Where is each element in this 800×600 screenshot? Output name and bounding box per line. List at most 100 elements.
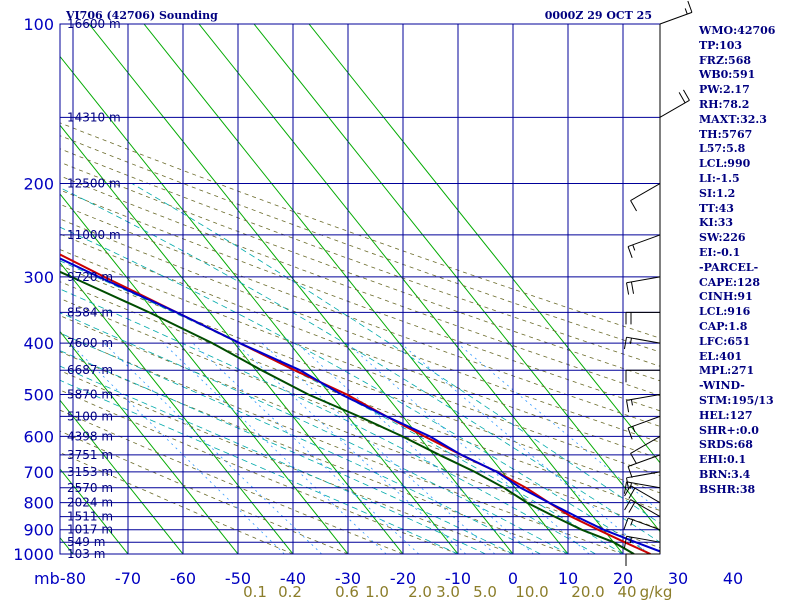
mixing-ratio-label: 0.6: [335, 583, 359, 600]
sounding-index-item: WMO:42706: [699, 24, 776, 37]
wind-barb-flag: [630, 200, 637, 212]
wind-barb-flag: [626, 282, 630, 295]
wind-barb: [627, 454, 661, 478]
wind-barb-flag: [627, 246, 633, 258]
sounding-index-item: CAPE:128: [699, 275, 760, 289]
sounding-index-item: MPL:271: [699, 364, 755, 378]
sounding-index-item: TT:43: [699, 201, 734, 215]
temperature-tick-label: 30: [668, 569, 688, 588]
isotherm-line: [60, 399, 184, 554]
altitude-label: 103 m: [67, 547, 105, 561]
guide-lines: [0, 24, 660, 554]
wind-barb: [624, 499, 661, 518]
isotherm-line: [88, 24, 514, 554]
wind-barb-staff: [627, 234, 661, 248]
wind-barb-flag: [624, 485, 631, 497]
mixing-ratio-label: 5.0: [473, 583, 497, 600]
temperature-tick-label: 0: [508, 569, 518, 588]
altitude-label: 8584 m: [67, 305, 113, 319]
altitude-label: 549 m: [67, 535, 105, 549]
pressure-axis-unit: mb: [34, 569, 60, 588]
mixing-ratio-line: [261, 342, 496, 554]
sounding-index-item: LCL:916: [699, 305, 751, 319]
temperature-tick-label: -70: [115, 569, 141, 588]
pressure-tick-label: 300: [23, 268, 54, 287]
wind-barb: [625, 311, 660, 325]
altitude-label: 5100 m: [67, 409, 113, 423]
sounding-index-item: RH:78.2: [699, 97, 750, 111]
sounding-index-item: SRDS:68: [699, 438, 753, 452]
isotherm-line: [60, 124, 404, 554]
wind-barb-flag: [630, 453, 637, 465]
sounding-index-item: EHI:0.1: [699, 453, 747, 467]
wind-barb-staff: [626, 336, 661, 344]
isotherm-line: [60, 55, 459, 554]
altitude-label: 12500 m: [67, 177, 121, 191]
wind-barb-flag: [687, 0, 693, 13]
sounding-index-list: WMO:42706 TP:103 FRZ:568 WB0:591 PW:2.17 RH:7…: [699, 24, 799, 498]
wind-barb-staff: [627, 517, 661, 531]
sounding-index-item: LFC:651: [699, 334, 751, 348]
altitude-label: 6687 m: [67, 363, 113, 377]
sounding-traces: [60, 253, 660, 554]
sounding-index-item: KI:33: [699, 216, 734, 230]
temperature-tick-label: -20: [390, 569, 416, 588]
plot-frame: [59, 23, 661, 555]
mixing-ratio-label: 0.2: [278, 583, 302, 600]
wind-barb-half-flag: [630, 399, 633, 406]
sounding-index-item: BRN:3.4: [699, 467, 751, 481]
wind-barb: [624, 485, 661, 504]
pressure-tick-label: 900: [23, 521, 54, 540]
wind-barb-flag: [630, 281, 635, 294]
wind-barb-staff: [630, 485, 661, 504]
pressure-tick-label: 800: [23, 494, 54, 513]
sounding-index-item: -WIND-: [699, 379, 745, 393]
sounding-index-item: -PARCEL-: [699, 260, 759, 274]
altitude-label: 16600 m: [67, 17, 121, 31]
isotherm-line: [60, 261, 294, 554]
isotherm-line: [308, 24, 660, 464]
sounding-index-item: PW:2.17: [699, 83, 750, 97]
wind-barbs: [623, 0, 693, 566]
mixing-ratio-label: 0.1: [243, 583, 267, 600]
mixing-ratio-label: 10.0: [515, 583, 548, 600]
sounding-index-item: LI:-1.5: [699, 171, 740, 185]
altitude-label: 2024 m: [67, 496, 113, 510]
wind-barb-flag: [627, 466, 633, 478]
isotherm-line: [253, 24, 660, 533]
pressure-tick-label: 700: [23, 463, 54, 482]
altitude-label: 3751 m: [67, 448, 113, 462]
pressure-tick-label: 400: [23, 334, 54, 353]
temperature-tick-label: -30: [335, 569, 361, 588]
isotherm-line: [0, 24, 18, 554]
sounding-index-item: MAXT:32.3: [699, 112, 767, 126]
temperature-tick-label: -50: [225, 569, 251, 588]
mixing-ratio-label: 40: [617, 583, 636, 600]
wind-barb: [623, 336, 661, 350]
sounding-index-item: SW:226: [699, 231, 746, 245]
altitude-label: 3153 m: [67, 465, 113, 479]
wind-barb: [623, 481, 661, 494]
wind-barb-flag: [623, 517, 629, 530]
mixing-ratio-label: 20.0: [571, 583, 604, 600]
wind-barb-staff: [627, 415, 661, 429]
sounding-index-item: L57:5.8: [699, 142, 746, 156]
wind-barb-staff: [626, 481, 661, 489]
wind-barb: [626, 393, 661, 413]
sounding-index-item: BSHR:38: [699, 482, 756, 496]
wind-barb: [630, 435, 661, 465]
altitude-label: 1511 m: [67, 510, 113, 524]
wind-barb-half-flag: [629, 537, 632, 544]
wind-barb-staff: [627, 454, 661, 467]
wind-barb-staff: [630, 499, 661, 518]
wind-barb-flag: [623, 337, 628, 350]
wind-barb-staff: [626, 393, 661, 401]
wind-barb-flag: [624, 499, 631, 511]
sounding-index-item: STM:195/13: [699, 393, 774, 407]
altitude-label: 5870 m: [67, 387, 113, 401]
wind-barb-flag: [623, 536, 628, 549]
temperature-tick-label: -80: [60, 569, 86, 588]
sounding-index-item: TH:5767: [699, 127, 753, 141]
wind-barb-flag: [627, 427, 633, 440]
